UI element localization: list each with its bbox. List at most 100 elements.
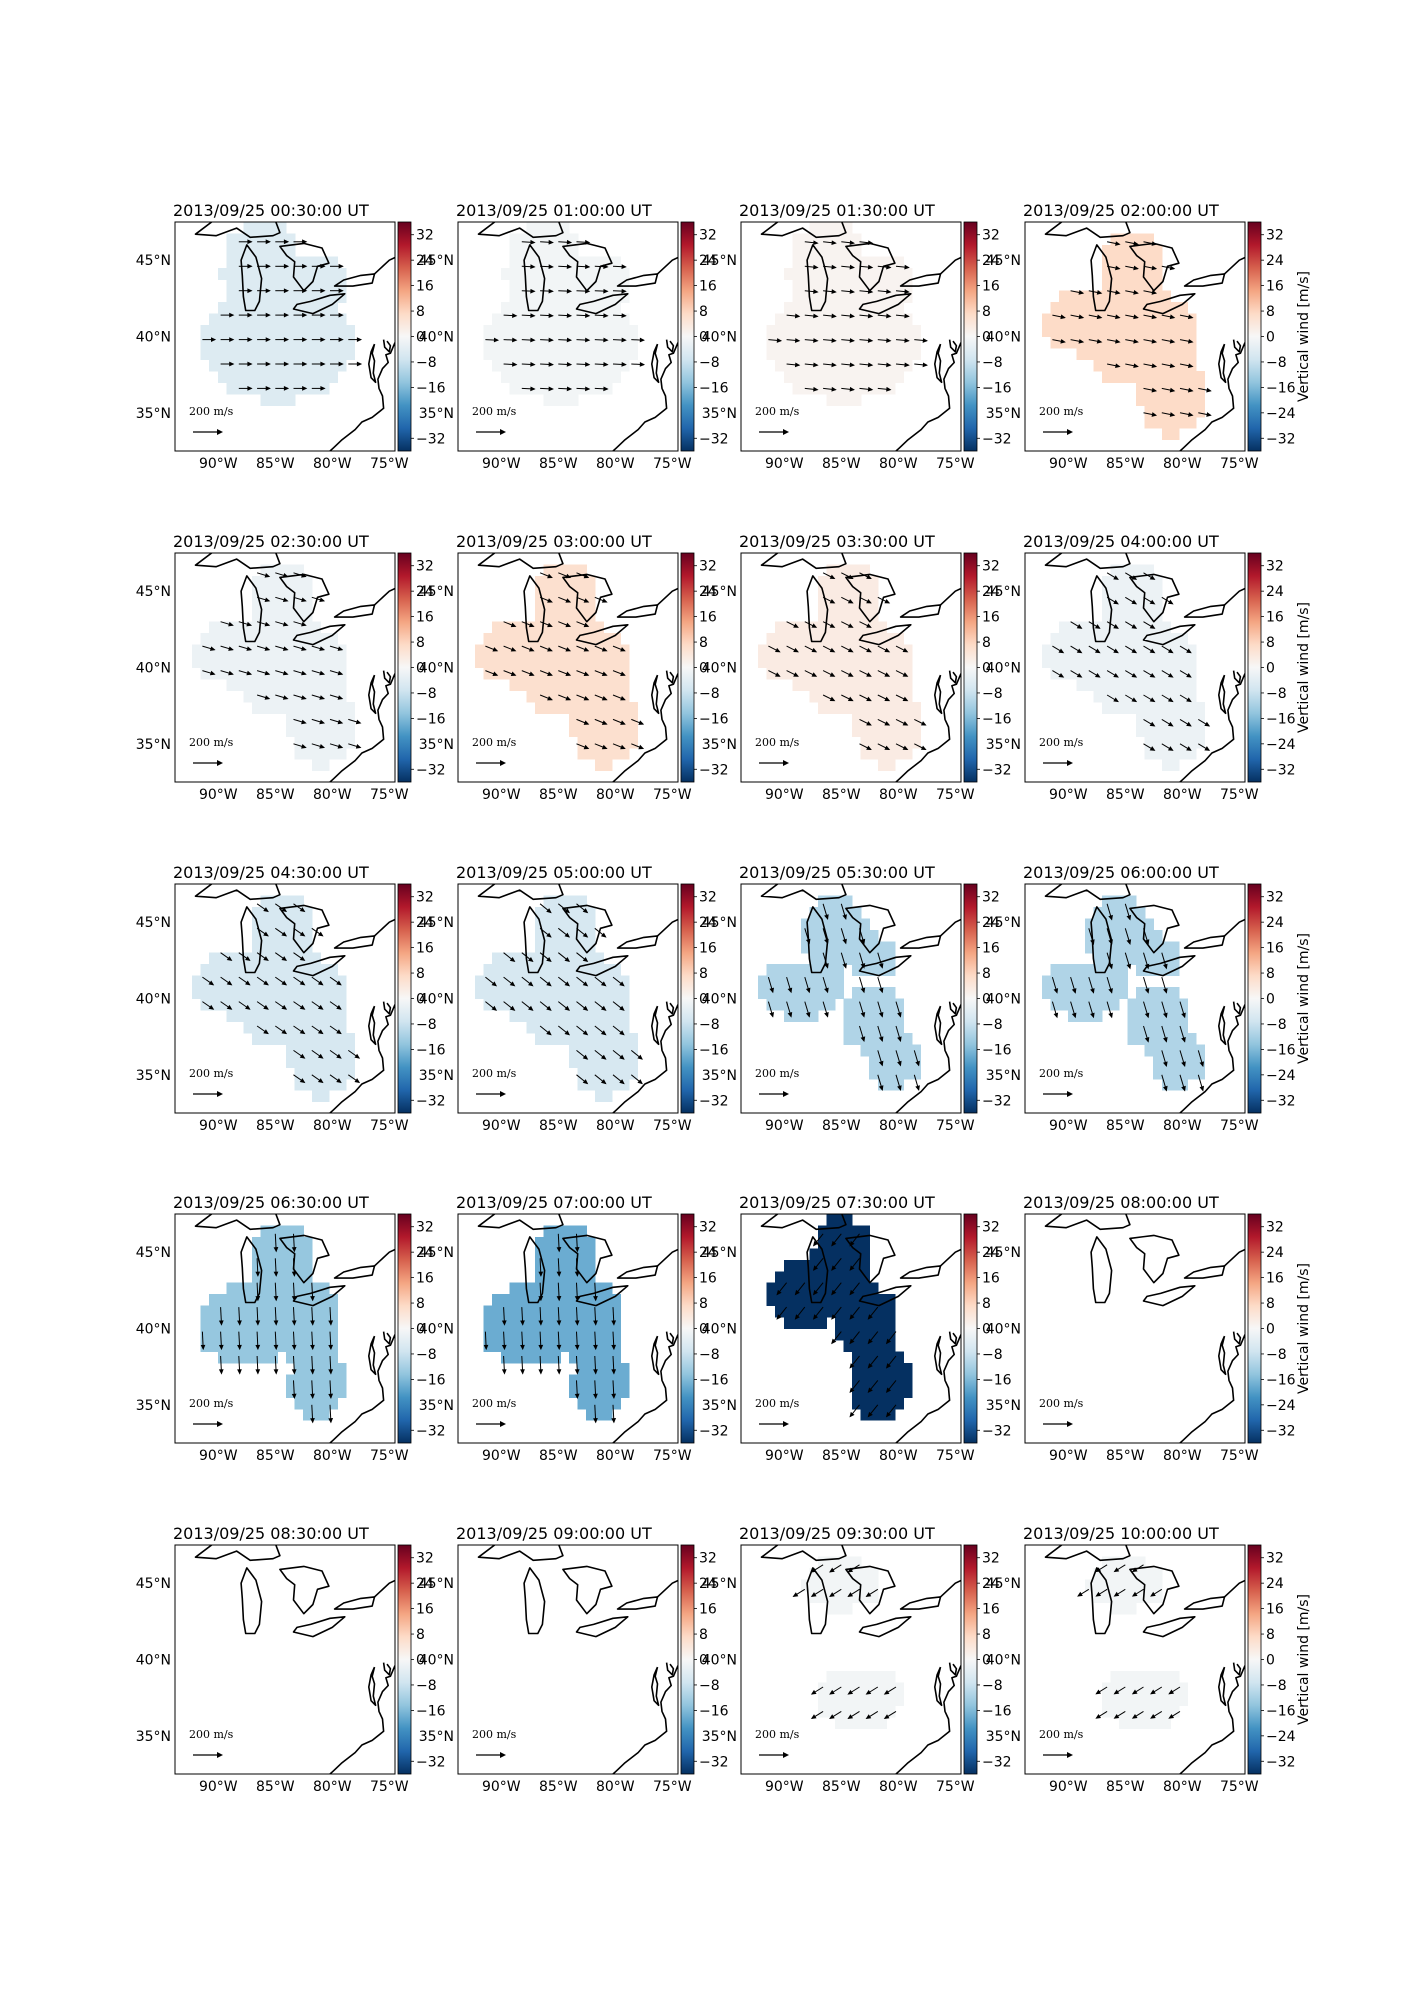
lon-tick-label: 90°W xyxy=(482,1118,521,1134)
wind-cell xyxy=(269,941,279,954)
wind-arrow xyxy=(539,903,552,914)
wind-cell xyxy=(303,1055,313,1068)
wind-cell xyxy=(1144,1567,1154,1580)
wind-arrow xyxy=(1125,572,1138,580)
colorbar-tick-label: −32 xyxy=(1266,762,1296,778)
lon-tick-label: 90°W xyxy=(482,1448,521,1464)
wind-cell xyxy=(286,393,296,406)
wind-cell xyxy=(1136,906,1146,919)
coastline xyxy=(368,1666,377,1707)
lat-tick-label: 35°N xyxy=(419,406,454,422)
wind-arrow xyxy=(311,1049,324,1059)
wind-cell xyxy=(1076,325,1086,338)
wind-cell xyxy=(577,1317,587,1330)
wind-cell xyxy=(200,998,210,1011)
wind-arrow xyxy=(895,264,910,270)
wind-cell xyxy=(894,701,905,714)
wind-cell xyxy=(1170,405,1180,418)
wind-cell xyxy=(1127,267,1137,280)
wind-cell xyxy=(577,1385,587,1398)
lake-outline xyxy=(562,1234,613,1284)
wind-cell xyxy=(843,598,853,611)
wind-arrow xyxy=(521,239,536,245)
wind-cell xyxy=(251,667,262,680)
wind-cell xyxy=(809,233,819,246)
wind-cell xyxy=(1110,598,1120,611)
wind-cell xyxy=(1144,987,1154,1000)
lake-outline xyxy=(616,604,659,618)
wind-cell xyxy=(492,313,502,326)
wind-cell xyxy=(311,667,321,680)
wind-cell xyxy=(243,347,253,360)
wind-cell xyxy=(620,656,630,669)
wind-arrow xyxy=(1143,928,1150,945)
wind-cell xyxy=(852,1225,862,1238)
wind-cell xyxy=(277,267,287,280)
wind-cell xyxy=(569,1385,579,1398)
wind-cell xyxy=(869,302,879,315)
wind-cell xyxy=(860,656,870,669)
wind-cell xyxy=(251,233,262,246)
wind-cell xyxy=(1144,724,1154,737)
wind-cell xyxy=(809,244,819,257)
wind-arrow xyxy=(1168,1686,1181,1695)
wind-arrow xyxy=(776,1306,787,1320)
wind-cell xyxy=(869,267,879,280)
wind-cell xyxy=(903,267,913,280)
wind-cell xyxy=(835,644,845,657)
wind-cell xyxy=(543,1032,553,1045)
wind-cell xyxy=(552,998,562,1011)
wind-cell xyxy=(534,279,545,292)
wind-cell xyxy=(860,1408,870,1421)
wind-cell xyxy=(577,1067,587,1080)
wind-cell xyxy=(569,1032,579,1045)
wind-arrow xyxy=(521,313,536,318)
wind-cell xyxy=(475,987,485,1000)
wind-cell xyxy=(286,370,296,383)
wind-cell xyxy=(243,678,253,691)
wind-cell xyxy=(611,1032,622,1045)
wind-arrow xyxy=(823,289,837,294)
wind-cell xyxy=(277,1225,287,1238)
scale-label: 200 m/s xyxy=(189,736,234,749)
wind-cell xyxy=(886,656,896,669)
wind-cell xyxy=(869,1317,879,1330)
wind-arrow xyxy=(867,1355,879,1369)
colorbar-tick-label: 0 xyxy=(982,330,991,346)
wind-cell xyxy=(1127,701,1137,714)
wind-arrow xyxy=(311,976,324,986)
wind-cell xyxy=(337,1055,347,1068)
wind-cell xyxy=(826,929,836,942)
wind-cell xyxy=(1119,1567,1129,1580)
wind-cell xyxy=(894,1021,905,1034)
wind-cell xyxy=(243,302,253,315)
wind-cell xyxy=(509,244,519,257)
colorbar-tick-label: −8 xyxy=(1266,355,1287,371)
wind-cell xyxy=(337,644,347,657)
wind-cell xyxy=(843,952,853,965)
wind-cell xyxy=(1119,267,1129,280)
wind-cell xyxy=(775,644,785,657)
colorbar-tick-label: 8 xyxy=(982,304,991,320)
wind-cell xyxy=(1059,964,1069,977)
wind-cell xyxy=(217,998,227,1011)
wind-cell xyxy=(509,952,519,965)
wind-cell xyxy=(517,621,527,634)
lon-tick-label: 85°W xyxy=(539,1118,578,1134)
wind-cell xyxy=(294,587,304,600)
wind-cell xyxy=(226,964,236,977)
colorbar-tick-label: −32 xyxy=(699,1093,729,1109)
wind-cell xyxy=(509,656,519,669)
wind-cell xyxy=(860,1328,870,1341)
wind-cell xyxy=(286,941,296,954)
wind-arrow xyxy=(611,1307,617,1326)
wind-cell xyxy=(569,633,579,646)
wind-cell xyxy=(534,244,545,257)
lat-tick-label: 45°N xyxy=(702,253,737,269)
wind-cell xyxy=(1187,1032,1197,1045)
coastline xyxy=(1178,673,1245,782)
coastlines xyxy=(477,1214,678,1443)
colorbar-tick-label: 32 xyxy=(1266,228,1284,244)
wind-cell xyxy=(1136,701,1146,714)
